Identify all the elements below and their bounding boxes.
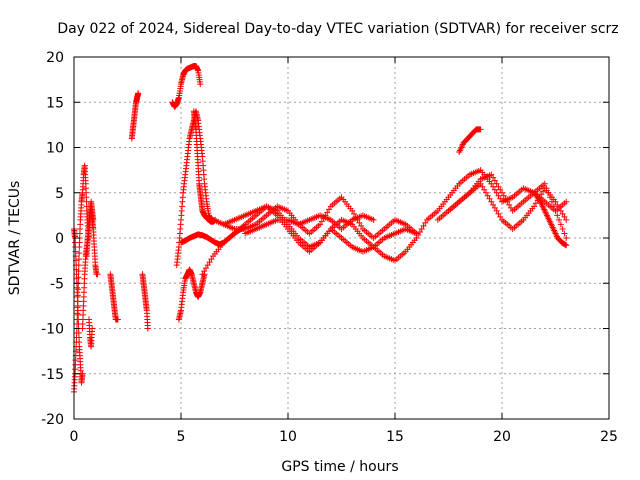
y-tick-label: -5 [50,276,64,292]
y-axis-label: SDTVAR / TECUs [7,181,23,296]
series-points [531,189,570,249]
y-tick-label: -15 [41,367,64,383]
series-early-e [85,316,96,350]
series-early-f [107,271,121,323]
series-points [169,63,204,110]
series-evening-e [531,189,570,249]
series-morning-c [173,108,214,269]
series-day-d [242,212,377,237]
y-tick-label: 15 [46,95,64,111]
data-marks [71,63,570,395]
series-points [139,271,151,332]
series-points [83,207,101,278]
series-points [445,171,570,241]
series-points [456,126,484,156]
series-points [128,90,142,142]
x-tick-label: 0 [70,429,79,445]
series-points [190,108,219,225]
chart-title: Day 022 of 2024, Sidereal Day-to-day VTE… [57,21,618,37]
y-tick-label: -10 [41,322,64,338]
x-tick-label: 10 [279,429,297,445]
series-day-a [199,203,420,278]
x-tick-label: 25 [600,429,618,445]
x-tick-label: 20 [493,429,511,445]
y-tick-label: -20 [41,412,64,428]
plot-frame [73,56,610,420]
y-tick-label: 0 [55,231,64,247]
series-points [199,203,420,278]
series-points [220,203,420,255]
series-points [242,212,377,237]
y-tick-label: 10 [46,141,64,157]
x-tick-label: 15 [386,429,404,445]
series-morning-d [175,266,208,323]
series-points [85,316,96,350]
series-early-h [139,271,151,332]
series-morning-b [190,108,219,225]
series-points [173,108,214,269]
series-day-c [220,203,420,255]
y-tick-label: 5 [55,186,64,202]
x-tick-label: 5 [177,429,186,445]
series-early-d [83,207,101,278]
series-early-g [128,90,142,142]
y-tick-label: 20 [46,50,64,66]
series-morning-a [169,63,204,110]
series-evening-c [445,171,570,241]
series-evening-d [456,126,484,156]
x-axis-label: GPS time / hours [281,459,398,475]
series-points [107,271,121,323]
series-points [175,266,208,323]
axis-ticks: 0 5 10 15 20 25 -20 -15 -10 -5 0 5 10 15 20 [41,50,618,445]
